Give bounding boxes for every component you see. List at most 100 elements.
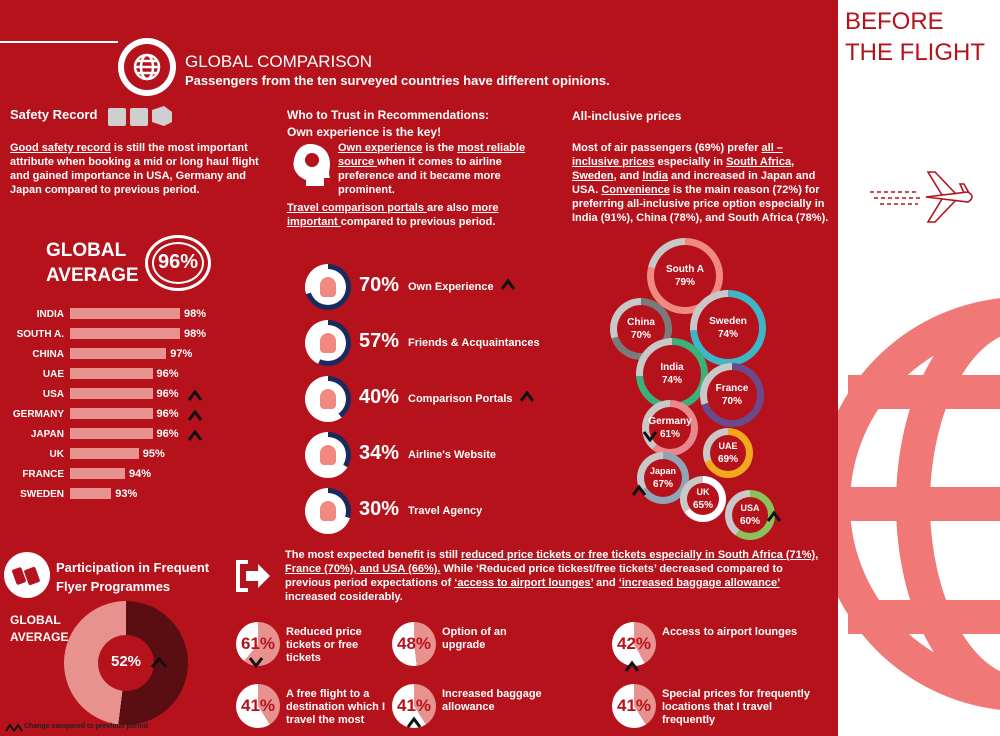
side-title: BEFORE THE FLIGHT — [845, 6, 985, 68]
bubble-india: India 74% — [636, 338, 708, 410]
airplane-icon — [870, 171, 973, 223]
header-globe-badge — [118, 38, 176, 96]
trust-item: 34% Airline's Website — [305, 432, 565, 478]
trust-text-1c: most reliable source — [338, 142, 526, 168]
bubble-south-a: South A 79% — [647, 238, 723, 314]
trust-text-2a: Travel comparison portals — [287, 202, 427, 214]
trust-label: Comparison Portals — [408, 393, 513, 405]
benefit-label: A free flight to a destination which I t… — [286, 688, 386, 726]
bubble-france: France 70% — [700, 363, 764, 427]
bubble-japan: Japan 67% — [637, 452, 689, 504]
allinc-t2: all – inclusive prices — [572, 142, 783, 168]
trust-ring — [305, 376, 351, 422]
bubble-pct: 74% — [717, 329, 738, 340]
benefit-ring: 61% — [236, 622, 280, 666]
benefits-intro: The most expected benefit is still reduc… — [285, 548, 825, 604]
bubble-name: China — [627, 317, 655, 328]
bubble-pct: 70% — [630, 330, 651, 341]
trust-ring — [305, 320, 351, 366]
trust-pct: 57% — [359, 330, 400, 352]
bar-mark — [70, 408, 153, 419]
benefit-pct: 41% — [396, 696, 432, 715]
trust-label: Airline's Website — [408, 449, 496, 461]
reduced-price-down-chevron-icon — [248, 657, 264, 668]
trust-heading: Who to Trust in Recommendations: Own exp… — [287, 107, 489, 141]
benefits-intro-e: and — [593, 577, 619, 589]
trust-item: 30% Travel Agency — [305, 488, 565, 534]
benefit-ring: 42% — [612, 622, 656, 666]
trust-text-1b: is the — [422, 142, 458, 154]
allinc-t4: South Africa — [726, 156, 792, 168]
lounges-up-chevron-icon — [624, 660, 640, 672]
japan-up-chevron-icon — [631, 484, 647, 496]
safety-global-label-1: GLOBAL — [46, 240, 127, 261]
bar-mark — [70, 348, 167, 359]
bubble-inner — [649, 407, 691, 449]
benefits-intro-c: While ‘Reduced price tickest/free ticket… — [285, 563, 783, 589]
benefit-pct: 61% — [240, 634, 276, 653]
baggage-up-chevron-icon — [406, 716, 422, 728]
bubble-name: France — [715, 383, 749, 394]
benefits-intro-b: reduced price tickets or free tickets es… — [285, 549, 819, 575]
bar-up-chevron-icon — [187, 409, 202, 421]
bubble-pct: 67% — [652, 479, 673, 490]
bubble-inner — [644, 459, 682, 497]
ffp-global-label-2: AVERAGE — [10, 630, 69, 644]
bubble-inner — [707, 370, 757, 420]
trust-item: 40% Comparison Portals — [305, 376, 565, 422]
trust-icon — [320, 501, 336, 521]
globe-icon — [838, 298, 1000, 710]
benefits-intro-a: The most expected benefit is still — [285, 549, 462, 561]
bar-country-label: UAE — [42, 369, 64, 380]
trust-pct: 40% — [359, 386, 400, 408]
germany-down-chevron-icon — [642, 431, 658, 442]
trust-pct: 34% — [359, 442, 400, 464]
side-title-line1: BEFORE — [845, 8, 944, 35]
safety-global-label: GLOBAL AVERAGE — [46, 238, 139, 288]
benefit-label: Reduced price tickets or free tickets — [286, 626, 362, 664]
bubble-pct: 65% — [692, 500, 713, 511]
bubble-pct: 74% — [661, 375, 682, 386]
trust-item: 57% Friends & Acquaintances — [305, 320, 565, 366]
head-profile-icon — [293, 144, 330, 186]
trust-icon — [320, 277, 336, 297]
trust-icon — [320, 445, 336, 465]
allinc-t1: Most of air passengers (69%) prefer — [572, 142, 762, 154]
bubble-pct: 61% — [659, 429, 680, 440]
bubble-inner — [710, 435, 746, 471]
legend-text: Change compared to previous period — [24, 723, 149, 730]
ffp-heading: Participation in Frequent Flyer Programm… — [56, 558, 209, 596]
bubble-name: South A — [666, 264, 704, 275]
safety-global-label-2: AVERAGE — [46, 265, 139, 286]
trust-pct: 30% — [359, 498, 400, 520]
benefit-ring: 41% — [612, 684, 656, 728]
safety-text-rest: is still the most important attribute wh… — [10, 142, 259, 196]
bubble-germany: Germany 61% — [642, 400, 698, 456]
benefit-label: Option of an upgrade — [442, 626, 507, 651]
trust-text-2c: more important — [287, 202, 499, 228]
trust-text-1: Own experience is the most reliable sour… — [338, 141, 538, 197]
trust-ring-inner — [310, 437, 346, 473]
bar-country-label: UK — [49, 449, 64, 460]
trust-text-1a: Own experience — [338, 142, 423, 154]
bar-up-chevron-icon — [187, 389, 202, 401]
bar-value-label: 96% — [156, 388, 179, 400]
bubble-name: Sweden — [709, 316, 747, 327]
bar-mark — [70, 448, 139, 459]
bar-mark — [70, 388, 153, 399]
bar-mark — [70, 468, 125, 479]
allinc-t6: Sweden — [572, 170, 614, 182]
trust-text-1d: when it comes to airline preference and … — [338, 156, 502, 196]
safety-text-underline: Good safety record — [10, 142, 111, 154]
benefits-intro-d: ‘access to airport lounges’ — [454, 577, 594, 589]
benefit-pct: 48% — [396, 634, 432, 653]
allinc-t3: especially in — [654, 156, 727, 168]
trust-up-chevron-icon — [519, 390, 534, 402]
page-title: GLOBAL COMPARISON — [185, 52, 373, 71]
bar-value-label: 96% — [156, 428, 179, 440]
bar-country-label: JAPAN — [30, 429, 64, 440]
bubble-name: Germany — [648, 416, 692, 427]
allinc-t10: Convenience — [601, 184, 670, 196]
trust-label: Own Experience — [408, 281, 494, 293]
bar-value-label: 93% — [115, 488, 138, 500]
